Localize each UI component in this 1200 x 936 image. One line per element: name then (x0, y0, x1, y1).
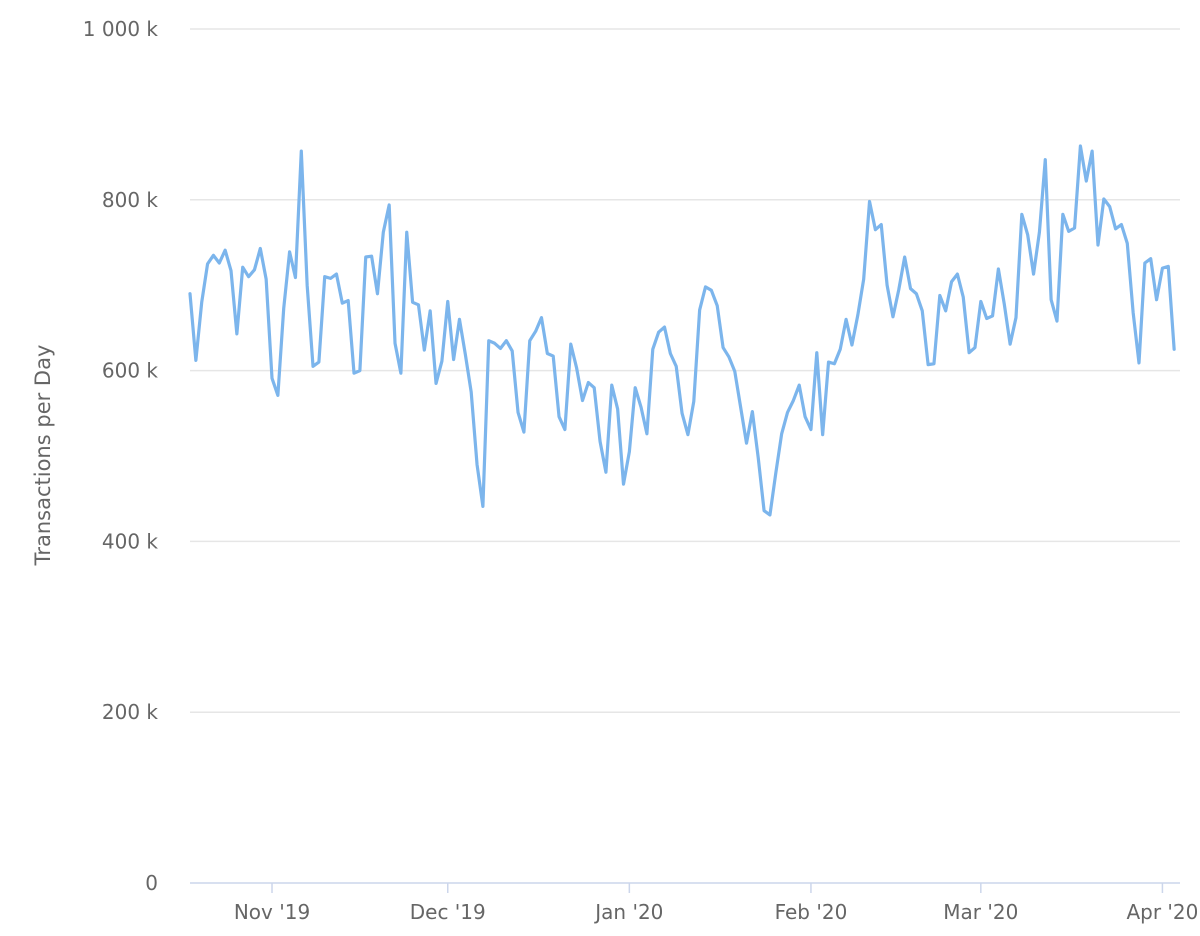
y-tick-label: 400 k (102, 529, 159, 553)
x-tick-label: Nov '19 (234, 900, 310, 924)
y-tick-label: 1 000 k (83, 17, 159, 41)
x-axis-ticks: Nov '19 Dec '19 Jan '20 Feb '20 Mar '20 Apr '… (234, 883, 1198, 924)
y-tick-label: 200 k (102, 700, 159, 724)
y-axis-tick-labels: 0 200 k 400 k 600 k 800 k 1 000 k (83, 17, 159, 895)
series-group (188, 144, 1176, 517)
series-line (188, 144, 1176, 517)
y-axis-title: Transactions per Day (31, 345, 55, 567)
y-tick-label: 0 (145, 871, 158, 895)
x-tick-label: Feb '20 (775, 900, 848, 924)
x-tick-label: Dec '19 (410, 900, 486, 924)
y-tick-label: 600 k (102, 359, 159, 383)
y-tick-label: 800 k (102, 188, 159, 212)
y-gridlines (190, 28, 1180, 713)
x-tick-label: Mar '20 (943, 900, 1018, 924)
x-tick-label: Jan '20 (593, 900, 663, 924)
x-tick-label: Apr '20 (1126, 900, 1198, 924)
